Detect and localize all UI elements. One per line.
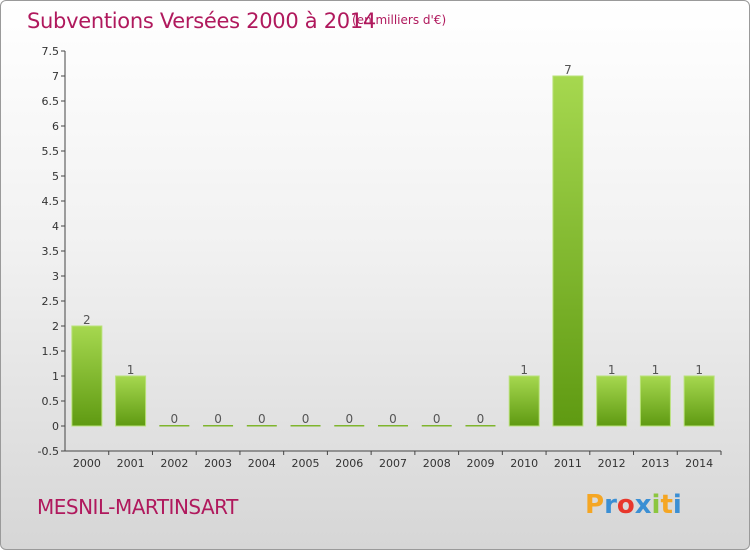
y-tick-label: 0 <box>52 420 59 433</box>
y-tick-label: 1 <box>52 370 59 383</box>
bar-2010 <box>508 375 540 427</box>
y-tick-label: 3 <box>52 270 59 283</box>
data-labels: 2 1 0 0 0 0 0 0 0 0 1 7 1 1 1 <box>83 63 703 426</box>
proxiti-logo: Proxiti <box>585 490 682 520</box>
x-tick-label: 2009 <box>466 457 494 470</box>
logo-letter: i <box>672 490 682 520</box>
logo-letter: x <box>634 490 652 520</box>
y-tick-label: 6.5 <box>42 95 60 108</box>
y-axis: -0.5 0 0.5 1 1.5 2 2.5 3 3.5 4 4.5 5 5.5 6 6.5 7 7.5 <box>38 45 66 458</box>
y-tick-label: 5 <box>52 170 59 183</box>
data-label: 0 <box>302 412 310 426</box>
logo-letter: t <box>660 490 673 520</box>
y-tick-label: 7.5 <box>42 45 60 58</box>
bar-2004 <box>246 425 277 427</box>
bar-2009 <box>465 425 496 427</box>
x-tick-label: 2006 <box>335 457 363 470</box>
data-label: 0 <box>171 412 179 426</box>
x-tick-label: 2008 <box>423 457 451 470</box>
x-tick-label: 2010 <box>510 457 538 470</box>
logo-letter: r <box>604 490 617 520</box>
data-label: 1 <box>695 363 703 377</box>
logo-letter: i <box>651 490 661 520</box>
data-label: 1 <box>520 363 528 377</box>
y-tick-label: 6 <box>52 120 59 133</box>
bar-2000 <box>71 325 103 427</box>
x-tick-label: 2007 <box>379 457 407 470</box>
data-label: 0 <box>433 412 441 426</box>
x-tick-label: 2012 <box>598 457 626 470</box>
x-tick-label: 2004 <box>248 457 276 470</box>
y-tick-label: 5.5 <box>42 145 60 158</box>
x-tick-label: 2013 <box>641 457 669 470</box>
data-label: 1 <box>608 363 616 377</box>
bar-2011 <box>552 75 584 427</box>
data-label: 7 <box>564 63 572 77</box>
logo-letter: P <box>585 490 605 520</box>
chart-title: Subventions Versées 2000 à 2014 <box>27 9 376 33</box>
data-label: 0 <box>258 412 266 426</box>
bar-2003 <box>203 425 234 427</box>
y-tick-label: 2.5 <box>42 295 60 308</box>
y-tick-label: 4.5 <box>42 195 60 208</box>
bar-2006 <box>334 425 365 427</box>
x-tick-label: 2002 <box>160 457 188 470</box>
bar-2001 <box>115 375 147 427</box>
bar-2002 <box>159 425 190 427</box>
x-tick-label: 2000 <box>73 457 101 470</box>
y-tick-label: 3.5 <box>42 245 60 258</box>
bar-2014 <box>683 375 715 427</box>
data-label: 2 <box>83 313 91 327</box>
y-tick-label: 4 <box>52 220 59 233</box>
data-label: 0 <box>214 412 222 426</box>
x-tick-label: 2011 <box>554 457 582 470</box>
y-tick-label: -0.5 <box>38 445 59 458</box>
data-label: 0 <box>389 412 397 426</box>
data-label: 0 <box>477 412 485 426</box>
commune-name: MESNIL-MARTINSART <box>37 495 238 519</box>
y-tick-label: 1.5 <box>42 345 60 358</box>
y-tick-label: 7 <box>52 70 59 83</box>
bar-2005 <box>290 425 321 427</box>
chart-unit: (en milliers d'€) <box>352 13 447 27</box>
logo-letter: o <box>616 490 635 520</box>
data-label: 1 <box>652 363 660 377</box>
bar-2008 <box>421 425 452 427</box>
bar-2012 <box>596 375 628 427</box>
x-tick-label: 2005 <box>292 457 320 470</box>
x-axis: 2000 2001 2002 2003 2004 2005 2006 2007 2008 2009… <box>65 450 722 470</box>
x-tick-label: 2001 <box>117 457 145 470</box>
data-label: 1 <box>127 363 135 377</box>
y-tick-label: 0.5 <box>42 395 60 408</box>
bars <box>71 75 715 427</box>
bar-2013 <box>639 375 671 427</box>
data-label: 0 <box>345 412 353 426</box>
bar-2007 <box>378 425 408 427</box>
x-tick-label: 2003 <box>204 457 232 470</box>
y-tick-label: 2 <box>52 320 59 333</box>
x-tick-label: 2014 <box>685 457 713 470</box>
